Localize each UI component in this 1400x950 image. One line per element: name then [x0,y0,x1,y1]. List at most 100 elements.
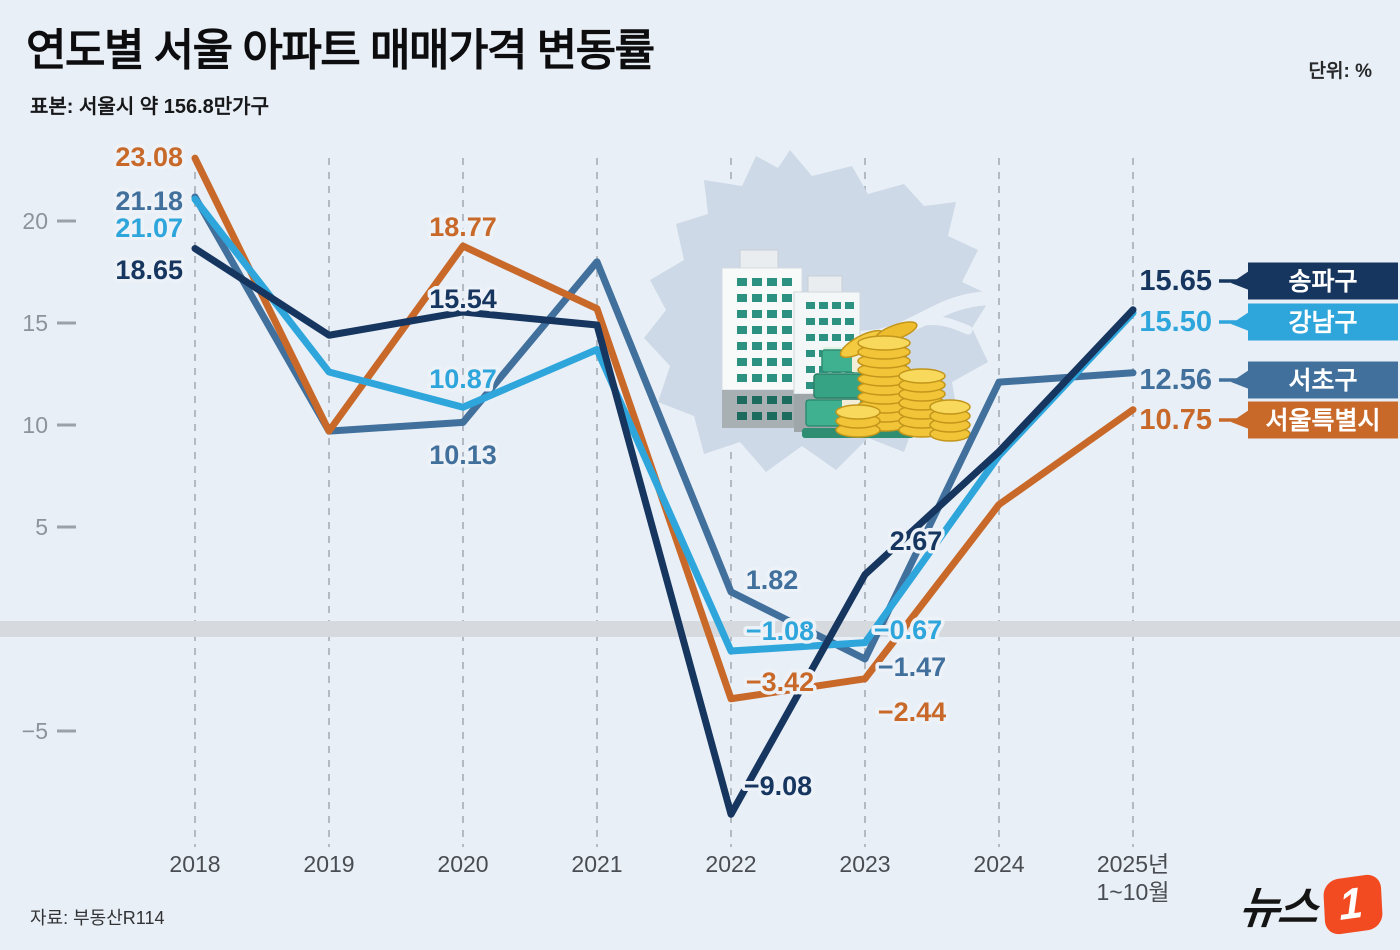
window [737,310,747,318]
building-a-base [722,390,802,428]
data-label-songpa-2020: 15.54 [429,284,497,314]
legend-pointer-songpa [1231,271,1249,290]
window [767,278,777,286]
legend-pointer-seoul [1231,410,1249,429]
data-label-songpa-2023: 2.67 [890,526,943,556]
news1-logo-badge-digit: 1 [1337,878,1365,930]
window [782,374,792,382]
legend-badge-seoul [1248,401,1398,439]
window [845,318,854,325]
y-axis-label: −5 [22,718,48,744]
window [752,396,762,404]
legend-label-gangnam: 강남구 [1288,309,1357,337]
data-label-seoul-2018: 23.08 [115,142,183,172]
data-label-seocho-2023: −1.47 [878,652,946,682]
window [752,374,762,382]
window [819,302,828,309]
window [819,334,828,341]
x-axis-label: 2025년 [1097,851,1169,877]
window [806,350,815,357]
window [782,310,792,318]
window [782,412,792,420]
x-axis-label: 2018 [169,851,220,877]
window [767,326,777,334]
y-axis-label: 10 [22,412,48,438]
series-line-songpa [191,245,1137,818]
window [752,278,762,286]
window [806,302,815,309]
window [767,358,777,366]
page-title: 연도별 서울 아파트 매매가격 변동률 [26,26,655,75]
series-line-gangnam [191,195,1137,655]
data-label-gangnam-2023: −0.67 [874,615,942,645]
final-value-seoul: 10.75 [1139,404,1212,436]
legend-pointer-gangnam [1231,312,1249,331]
window [845,334,854,341]
window [737,278,747,286]
data-label-songpa-2018: 18.65 [115,255,183,285]
unit-label: 단위: % [1308,61,1372,82]
window [737,374,747,382]
page-subtitle: 표본: 서울시 약 156.8만가구 [30,96,269,118]
x-axis-label: 2021 [571,851,622,877]
window [806,382,815,389]
window [782,294,792,302]
final-value-gangnam: 15.50 [1139,306,1212,338]
window [806,318,815,325]
legend-label-songpa: 송파구 [1288,268,1357,296]
news1-logo-text: 뉴스 [1236,884,1320,933]
data-label-gangnam-2020: 10.87 [429,364,497,394]
x-axis-label: 2020 [437,851,488,877]
coin-stacks [835,335,971,442]
source-label: 자료: 부동산R114 [30,908,165,928]
legend-label-seoul: 서울특별시 [1265,407,1380,435]
gold-coin [929,399,971,415]
window [752,358,762,366]
window [752,412,762,420]
series-lines-group [191,154,1137,818]
window [737,396,747,404]
series-line-seocho [191,193,1137,663]
building-b-roof [807,275,843,293]
data-label-seocho-2022: 1.82 [746,565,799,595]
data-label-gangnam-2018: 21.07 [115,213,183,243]
x-axis-label: 2023 [839,851,890,877]
window [782,342,792,350]
legend-pointer-seocho [1231,370,1249,389]
window [767,412,777,420]
window [782,396,792,404]
window [737,342,747,350]
window [752,294,762,302]
final-value-songpa: 15.65 [1139,265,1212,297]
zero-band-group [0,621,1400,637]
window [832,302,841,309]
building-a-roof [739,249,779,269]
x-axis-label: 1~10월 [1097,879,1170,905]
money-illustration [802,321,971,442]
window [845,302,854,309]
window [782,358,792,366]
window [737,358,747,366]
window [752,310,762,318]
legend-badge-songpa [1248,262,1398,300]
news1-logo-badge: 1 [1322,872,1384,936]
window [806,334,815,341]
window [767,342,777,350]
y-axis-label: 5 [35,514,48,540]
final-value-seocho: 12.56 [1139,364,1212,396]
y-axis-group: 20 15 10 5 −5 [22,208,76,744]
legend-label-seocho: 서초구 [1288,367,1357,395]
data-label-seoul-2022: −3.42 [746,667,814,697]
y-axis-label: 15 [22,310,48,336]
data-label-seocho-2020: 10.13 [429,440,497,470]
han-river-branch [913,315,973,335]
legend-group: 15.65 송파구 15.50 강남구 12.56 서초구 10.75 서울특별시 [1136,262,1398,439]
window [767,374,777,382]
x-axis-label: 2024 [973,851,1024,877]
data-label-gangnam-2022: −1.08 [746,616,814,646]
window [737,294,747,302]
window [737,412,747,420]
window [782,278,792,286]
